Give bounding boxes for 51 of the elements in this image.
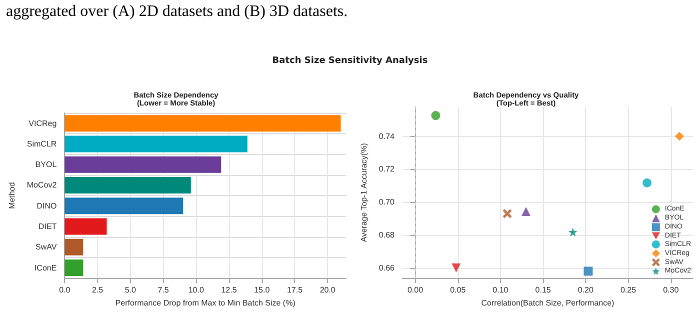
y-axis-title: Method — [8, 182, 16, 209]
text: aggregated over (A) 2D datasets and (B) 3D datasets. — [6, 3, 348, 21]
y-tick-label: SimCLR — [26, 139, 57, 148]
x-tick-label: 12.5 — [221, 286, 238, 295]
x-tick-label: 0.20 — [578, 286, 594, 295]
x-tick-label: 0.10 — [492, 286, 509, 295]
y-tick-label: DIET — [38, 222, 57, 232]
x-tick-label: 7.5 — [158, 286, 170, 295]
x-tick-label: 17.5 — [286, 286, 304, 295]
y-tick-label: 0.72 — [378, 164, 396, 174]
point — [642, 178, 652, 188]
text: Batch Size Sensitivity Analysis — [271, 56, 429, 66]
y-tick-label: 0.74 — [378, 132, 396, 141]
point — [452, 263, 461, 272]
x-tick-label: 10.0 — [188, 286, 204, 295]
x-tick-label: 2.5 — [92, 286, 104, 295]
y-tick-label: 0.70 — [378, 198, 396, 207]
x-tick-label: 0.25 — [620, 286, 637, 295]
x-tick-label: 5.0 — [124, 286, 137, 295]
bar — [64, 176, 191, 194]
x-tick-label: 0.15 — [535, 286, 552, 295]
point — [431, 111, 440, 120]
y-tick-label: IConE — [34, 263, 57, 272]
x-axis-title: Performance Drop from Max to Min Batch Size (%) — [115, 298, 296, 308]
bar — [64, 198, 183, 214]
y-axis-title: Average Top-1 Accuracy(%) — [360, 142, 368, 242]
x-tick-label: 15.0 — [254, 286, 270, 295]
point — [674, 132, 684, 141]
y-tick-label: DINO — [36, 201, 57, 210]
y-tick-label: 0.68 — [378, 230, 396, 240]
x-axis-title: Correlation(Batch Size, Performance) — [481, 298, 615, 308]
bar — [64, 218, 107, 235]
y-tick-label: 0.66 — [378, 263, 396, 272]
bar — [64, 238, 84, 256]
x-tick-label: 0.05 — [450, 286, 466, 295]
y-tick-label: SwAV — [35, 242, 58, 252]
point — [502, 209, 512, 218]
point — [584, 266, 593, 276]
point — [568, 228, 578, 237]
y-tick-label: VICReg — [28, 118, 57, 128]
x-tick-label: 0.0 — [59, 286, 71, 295]
bar — [64, 260, 84, 276]
x-tick-label: 0.00 — [407, 286, 424, 295]
y-tick-label: BYOL — [35, 160, 58, 170]
bar — [64, 115, 341, 132]
y-tick-label: MoCov2 — [26, 180, 58, 190]
x-tick-label: 0.30 — [663, 286, 680, 295]
x-tick-label: 20.0 — [320, 286, 336, 295]
bar — [64, 156, 222, 173]
bar — [64, 136, 248, 152]
point — [522, 206, 531, 216]
